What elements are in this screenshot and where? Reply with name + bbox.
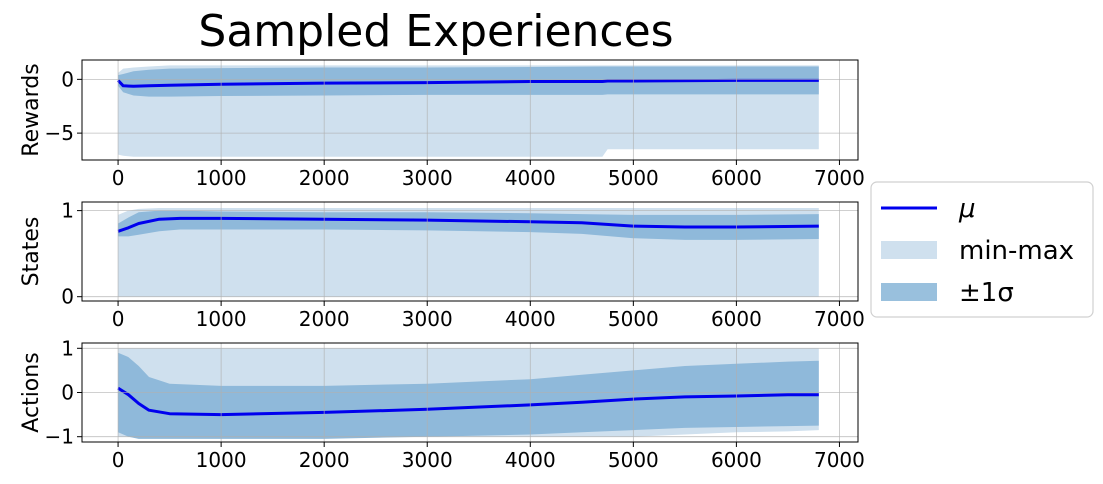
- x-tick-label: 1000: [196, 166, 247, 190]
- x-tick-label: 1000: [196, 448, 247, 472]
- x-tick-label: 4000: [505, 448, 556, 472]
- y-axis-label: Rewards: [19, 63, 44, 156]
- y-axis-label: States: [19, 217, 44, 287]
- x-tick-label: 7000: [814, 448, 865, 472]
- x-tick-label: 1000: [196, 307, 247, 331]
- panel-states: 0 1000 2000 3000 4000 5000 6000 7000 0 1 States: [19, 199, 865, 331]
- y-tick-label: 1: [61, 199, 74, 223]
- panel-actions: 0 1000 2000 3000 4000 5000 6000 7000 −1 0 1 Actions: [19, 336, 865, 472]
- x-tick-label: 6000: [711, 448, 762, 472]
- std-band: [118, 352, 819, 439]
- x-tick-label: 2000: [299, 448, 350, 472]
- panel-rewards: 0 1000 2000 3000 4000 5000 6000 7000 −5 0 Rewards: [19, 59, 865, 190]
- legend-label: μ: [958, 194, 976, 224]
- legend-swatch-std: [881, 283, 937, 301]
- x-tick-label: 5000: [608, 448, 659, 472]
- x-tick-label: 2000: [299, 307, 350, 331]
- y-tick-label: 0: [61, 67, 74, 91]
- x-tick-label: 0: [112, 166, 125, 190]
- x-tick-label: 6000: [711, 166, 762, 190]
- x-tick-label: 3000: [402, 307, 453, 331]
- x-tick-label: 7000: [814, 166, 865, 190]
- x-tick-label: 0: [112, 307, 125, 331]
- mean-line: [117, 216, 819, 233]
- chart-panels: 0 1000 2000 3000 4000 5000 6000 7000−50Rewards0…: [19, 59, 865, 472]
- x-tick-label: 3000: [402, 166, 453, 190]
- legend-swatch-minmax: [881, 241, 937, 259]
- x-tick-label: 0: [112, 448, 125, 472]
- axes-frame: [81, 59, 859, 161]
- chart-title: Sampled Experiences: [198, 6, 673, 57]
- x-tick-label: 6000: [711, 307, 762, 331]
- y-tick-label: 0: [61, 381, 74, 405]
- chart-legend: μ min-max ±1σ: [870, 181, 1094, 318]
- y-axis-label: Actions: [19, 352, 44, 432]
- x-tick-label: 4000: [505, 166, 556, 190]
- x-tick-label: 2000: [299, 166, 350, 190]
- axes-frame: [81, 201, 859, 302]
- y-tick-label: 0: [61, 285, 74, 309]
- x-tick-label: 5000: [608, 307, 659, 331]
- legend-label: ±1σ: [959, 278, 1014, 308]
- x-tick-label: 7000: [814, 307, 865, 331]
- legend-label: min-max: [959, 236, 1074, 266]
- y-tick-label: −5: [45, 121, 74, 145]
- x-tick-label: 4000: [505, 307, 556, 331]
- x-tick-label: 5000: [608, 166, 659, 190]
- y-tick-label: −1: [45, 425, 74, 449]
- y-tick-label: 1: [61, 336, 74, 360]
- x-tick-label: 3000: [402, 448, 453, 472]
- mean-line: [117, 78, 819, 88]
